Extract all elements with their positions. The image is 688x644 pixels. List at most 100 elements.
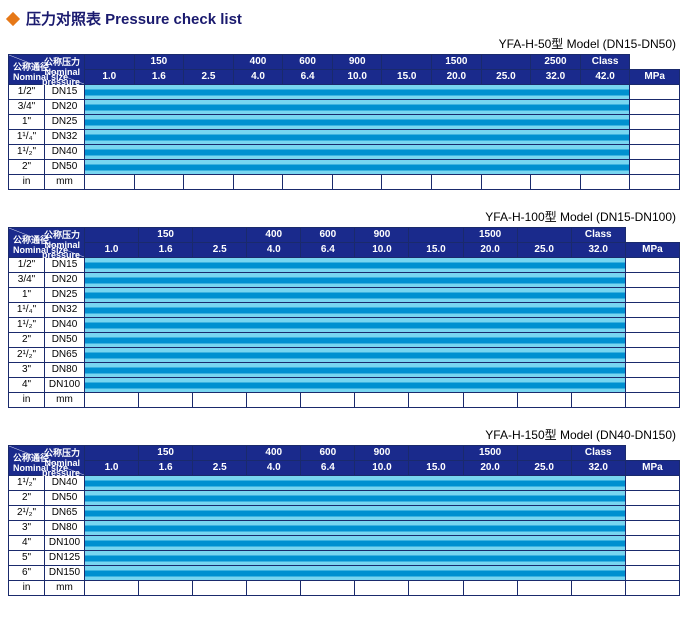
size-mm: DN150 [45,566,85,581]
class-header-cell: 1500 [463,228,517,243]
empty-cell [630,145,680,160]
stripe-cell [85,566,626,581]
size-in: 6" [9,566,45,581]
class-header-cell: 150 [134,55,184,70]
empty-cell [517,581,571,596]
mpa-header-cell: 2.5 [184,70,234,85]
table-row-footer: inmm [9,175,680,190]
table-row: 1¹/₂"DN40 [9,145,680,160]
stripe-cell [85,100,630,115]
class-header-cell: Class [571,228,625,243]
empty-cell [409,581,463,596]
mpa-header-cell: 15.0 [409,243,463,258]
mpa-header-cell: 25.0 [481,70,531,85]
stripe-cell [85,273,626,288]
class-header-cell: 600 [301,446,355,461]
table-row: 1"DN25 [9,288,680,303]
size-mm: DN50 [45,160,85,175]
mpa-header-cell: 20.0 [463,243,517,258]
size-in: 1/2" [9,258,45,273]
stripe-cell [85,160,630,175]
empty-cell [630,100,680,115]
empty-cell [301,581,355,596]
class-header-cell [382,55,432,70]
class-header-cell: 400 [247,446,301,461]
class-header-cell [85,446,139,461]
data-table: 公称压力Nominalpressure公称通径Nominal size15040… [8,445,680,596]
mpa-header-cell: 4.0 [233,70,283,85]
size-mm: DN80 [45,521,85,536]
class-header-cell: 1500 [432,55,482,70]
class-header-cell: 900 [355,228,409,243]
empty-cell [247,393,301,408]
size-mm: DN100 [45,378,85,393]
mpa-header-cell: 6.4 [301,243,355,258]
empty-cell [625,348,679,363]
class-header-cell: Class [580,55,630,70]
stripe-cell [85,491,626,506]
mpa-header-cell: 2.5 [193,461,247,476]
class-header-cell: 600 [283,55,333,70]
mpa-header-cell: 32.0 [571,243,625,258]
stripe-cell [85,521,626,536]
empty-cell [625,303,679,318]
mpa-header-cell: 1.0 [85,243,139,258]
class-header-cell: 600 [301,228,355,243]
class-header-cell: 900 [332,55,382,70]
empty-cell [139,581,193,596]
size-mm: DN65 [45,506,85,521]
size-mm: DN50 [45,491,85,506]
empty-cell [625,378,679,393]
footer-in: in [9,581,45,596]
size-in: 3/4" [9,100,45,115]
empty-cell [625,393,679,408]
mpa-header-cell: 10.0 [332,70,382,85]
empty-cell [630,115,680,130]
data-table: 公称压力Nominalpressure公称通径Nominal size15040… [8,227,680,408]
empty-cell [139,393,193,408]
table-row: 1"DN25 [9,115,680,130]
stripe-cell [85,258,626,273]
mpa-header-cell: 1.6 [139,243,193,258]
class-header-cell [85,228,139,243]
size-in: 1/2" [9,85,45,100]
empty-cell [625,363,679,378]
empty-cell [481,175,531,190]
size-mm: DN100 [45,536,85,551]
stripe-cell [85,145,630,160]
size-in: 2" [9,333,45,348]
empty-cell [625,273,679,288]
empty-cell [85,393,139,408]
empty-cell [630,130,680,145]
size-mm: DN65 [45,348,85,363]
empty-cell [625,476,679,491]
mpa-header-cell: 32.0 [531,70,581,85]
empty-cell [531,175,581,190]
table-row: 1¹/₄"DN32 [9,130,680,145]
table-row: 4"DN100 [9,378,680,393]
data-table: 公称压力Nominalpressure公称通径Nominal size15040… [8,54,680,190]
size-mm: DN32 [45,130,85,145]
table-row-footer: inmm [9,393,680,408]
empty-cell [571,393,625,408]
page-title: 压力对照表 Pressure check list [26,8,242,29]
empty-cell [283,175,333,190]
table-row-footer: inmm [9,581,680,596]
table-row: 1/2"DN15 [9,258,680,273]
empty-cell [355,581,409,596]
empty-cell [625,333,679,348]
pressure-table: YFA-H-50型 Model (DN15-DN50)公称压力Nominalpr… [8,35,680,190]
table-row: 2¹/₂"DN65 [9,506,680,521]
size-in: 2¹/₂" [9,348,45,363]
size-in: 1" [9,288,45,303]
empty-cell [134,175,184,190]
size-in: 3/4" [9,273,45,288]
class-header-cell: 2500 [531,55,581,70]
mpa-header-cell: 32.0 [571,461,625,476]
mpa-header-cell: 4.0 [247,461,301,476]
size-in: 1¹/₂" [9,318,45,333]
empty-cell [382,175,432,190]
size-mm: DN40 [45,318,85,333]
empty-cell [625,551,679,566]
mpa-header-cell: 1.6 [139,461,193,476]
